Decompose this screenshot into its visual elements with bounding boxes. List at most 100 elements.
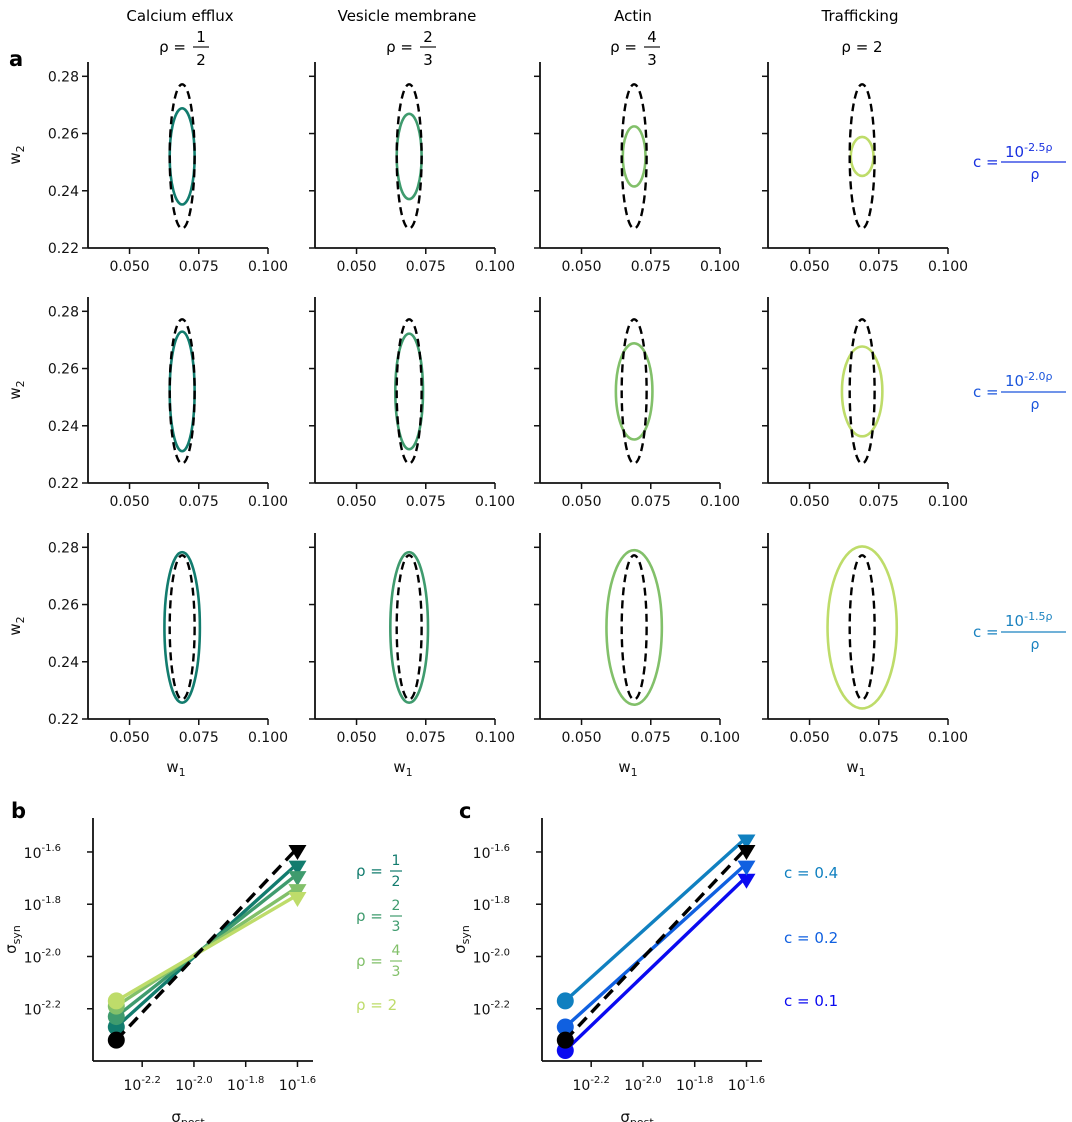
rho-label: ρ = 2 [841, 38, 882, 56]
legend-rho-numerator: 2 [392, 898, 401, 914]
subplot-r1-c2: 0.050 0.075 0.100 [309, 62, 515, 275]
reference-ellipse [168, 83, 196, 230]
x-tick-label: 10-1.6 [279, 1075, 316, 1094]
legend-rho-prefix: ρ = [356, 862, 383, 880]
c-numerator: 10-2.5ρ [1005, 141, 1053, 161]
reference-ellipse [848, 554, 876, 701]
series-line [564, 875, 748, 1052]
model-ellipse [168, 107, 196, 206]
y-axis-label: w2 [6, 616, 27, 635]
column-header-4: Trafficking ρ = 2 [821, 7, 899, 56]
legend-item-rho-1-2: ρ = 1 2 [356, 853, 402, 890]
c-prefix: c = [973, 153, 999, 171]
subplot-r1-c1: 0.050 0.075 0.100 0.22 0.24 0.26 0.28 w2 [6, 62, 288, 275]
rho-prefix: ρ = [610, 38, 637, 56]
y-tick-label: 0.26 [48, 362, 79, 378]
x-tick-label: 0.100 [475, 730, 515, 746]
reference-series [107, 844, 307, 1049]
x-tick-label: 0.075 [859, 259, 899, 275]
x-tick-label: 0.050 [561, 494, 601, 510]
y-tick-label: 10-2.0 [24, 947, 61, 966]
panel-label-a: a [9, 47, 23, 71]
end-triangle [737, 860, 756, 876]
c-denominator: ρ [1031, 637, 1040, 653]
x-axis-label: σpost [171, 1108, 205, 1122]
y-axis-label: w2 [6, 145, 27, 164]
x-tick-label: 0.100 [475, 259, 515, 275]
panel-b-chart: 10-2.2 10-2.0 10-1.8 10-1.6 10-2.2 10-2.0 10-1… [2, 818, 316, 1122]
reference-ellipse [620, 83, 648, 230]
subplot-r3-c2: 0.050 0.075 0.100 w1 [309, 533, 515, 779]
legend-item-rho-2: ρ = 2 [356, 996, 397, 1014]
series-line [564, 846, 748, 1042]
y-tick-label: 10-2.2 [24, 1000, 61, 1019]
x-tick-label: 0.075 [179, 494, 219, 510]
y-tick-label: 0.28 [48, 69, 79, 85]
x-tick-label: 0.100 [248, 259, 288, 275]
x-tick-label: 0.075 [406, 494, 446, 510]
series-2 [556, 860, 756, 1036]
y-tick-label: 0.28 [48, 540, 79, 556]
y-axis-label: σsyn [451, 925, 472, 954]
x-tick-label: 0.075 [406, 730, 446, 746]
legend-c-0-4: c = 0.4 [784, 864, 838, 882]
x-tick-label: 0.050 [561, 259, 601, 275]
x-tick-label: 0.075 [406, 259, 446, 275]
y-tick-label: 10-2.0 [473, 947, 510, 966]
x-tick-label: 0.075 [859, 494, 899, 510]
end-triangle [737, 873, 756, 889]
y-tick-label: 0.24 [48, 184, 79, 200]
series-1 [556, 873, 756, 1060]
y-tick-label: 10-1.6 [473, 843, 510, 862]
reference-ellipse [620, 318, 648, 465]
x-tick-label: 0.050 [336, 730, 376, 746]
subplot-r2-c1: 0.050 0.075 0.100 0.22 0.24 0.26 0.28 w2 [6, 297, 288, 510]
legend-rho-denominator: 2 [392, 874, 401, 890]
panel-c-chart: 10-2.2 10-2.0 10-1.8 10-1.6 10-2.2 10-2.0 10-1… [451, 818, 765, 1122]
series-line [564, 836, 748, 1003]
y-tick-label: 10-1.8 [473, 895, 510, 914]
legend-item-rho-4-3: ρ = 4 3 [356, 943, 402, 980]
reference-ellipse [848, 83, 876, 230]
x-tick-label: 0.075 [631, 494, 671, 510]
x-tick-label: 0.050 [789, 259, 829, 275]
y-tick-label: 10-1.6 [24, 843, 61, 862]
reference-series [556, 844, 756, 1049]
model-ellipse [395, 112, 423, 201]
rho-prefix: ρ = [159, 38, 186, 56]
model-ellipse [605, 548, 664, 706]
column-header-2: Vesicle membrane ρ = 2 3 [338, 7, 477, 69]
end-triangle [288, 871, 307, 887]
x-tick-label: 0.075 [631, 730, 671, 746]
row-formula-3: c = 10-1.5ρ ρ [973, 610, 1066, 653]
y-tick-label: 10-1.8 [24, 895, 61, 914]
rho-denominator: 3 [647, 51, 657, 69]
end-triangle [288, 860, 307, 876]
c-prefix: c = [973, 623, 999, 641]
x-tick-label: 0.050 [789, 730, 829, 746]
x-tick-label: 0.100 [700, 730, 740, 746]
reference-ellipse [395, 554, 423, 701]
column-header-3: Actin ρ = 4 3 [610, 7, 660, 69]
x-tick-label: 0.050 [336, 494, 376, 510]
y-tick-label: 10-2.2 [473, 1000, 510, 1019]
model-ellipse [389, 550, 430, 704]
start-point [107, 1031, 125, 1049]
panel-c-legend: c = 0.4 c = 0.2 c = 0.1 [784, 864, 838, 1010]
legend-rho-label: ρ = 2 [356, 996, 397, 1014]
model-ellipse [394, 332, 425, 451]
column-header-1: Calcium efflux ρ = 1 2 [126, 7, 233, 69]
reference-ellipse [395, 318, 423, 465]
subplot-r2-c2: 0.050 0.075 0.100 [309, 297, 515, 510]
c-denominator: ρ [1031, 397, 1040, 413]
c-numerator: 10-2.0ρ [1005, 370, 1053, 390]
x-tick-label: 0.050 [336, 259, 376, 275]
x-tick-label: 0.100 [248, 494, 288, 510]
model-ellipse [168, 330, 196, 453]
series-4 [107, 892, 307, 1010]
x-tick-label: 0.100 [928, 730, 968, 746]
x-tick-label: 0.075 [179, 259, 219, 275]
legend-c-0-1: c = 0.1 [784, 992, 838, 1010]
model-ellipse [840, 345, 884, 438]
